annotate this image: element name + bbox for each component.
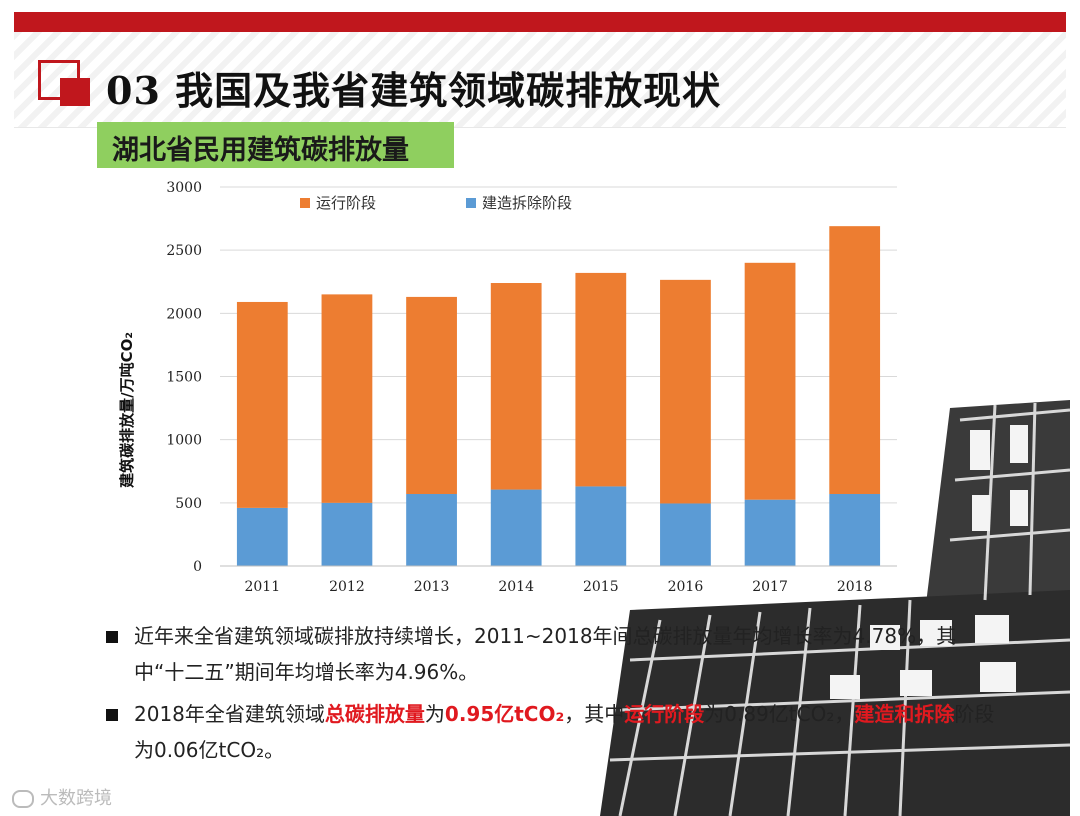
bar-construction-2017 xyxy=(744,499,796,566)
y-tick-label: 0 xyxy=(193,559,202,575)
bar-operation-2018 xyxy=(829,226,881,494)
x-tick-label: 2013 xyxy=(414,579,450,595)
emphasis-text: 0.95亿tCO₂ xyxy=(444,702,565,726)
x-tick-label: 2012 xyxy=(329,579,365,595)
logo-square-fill-icon xyxy=(60,78,90,106)
bar-construction-2015 xyxy=(575,486,627,566)
body-text: 为 xyxy=(424,702,445,726)
bullet-list: 近年来全省建筑领域碳排放持续增长，2011~2018年间总碳排放量年均增长率为4… xyxy=(100,618,1000,768)
emissions-stacked-bar-chart: 0 500 1000 1500 2000 2500 3000 2011 2012 2013 2014… xyxy=(118,180,897,595)
bar-construction-2012 xyxy=(321,502,373,566)
axes: 0 500 1000 1500 2000 2500 3000 2011 2012 2013 2014… xyxy=(166,180,897,595)
top-red-bar xyxy=(14,12,1066,32)
bar-operation-2013 xyxy=(406,296,457,494)
y-tick-label: 3000 xyxy=(166,180,202,196)
building-photo-decoration xyxy=(600,400,1070,816)
emphasis-text: 运行阶段 xyxy=(624,702,705,726)
square-bullet-icon xyxy=(106,709,118,721)
body-text: ，其中 xyxy=(564,702,625,726)
body-text: 阶段为0.06亿tCO₂。 xyxy=(134,702,995,762)
body-text: 近年来全省建筑领域碳排放持续增长，2011~2018年间总碳排放量年均增长率为4… xyxy=(134,624,957,684)
x-tick-label: 2018 xyxy=(837,579,873,595)
bullet-1: 近年来全省建筑领域碳排放持续增长，2011~2018年间总碳排放量年均增长率为4… xyxy=(100,618,1000,690)
emphasis-text: 总碳排放量 xyxy=(324,702,425,726)
bullet-2-text: 2018年全省建筑领域总碳排放量为0.95亿tCO₂，其中运行阶段为0.89亿t… xyxy=(134,702,994,762)
y-tick-label: 500 xyxy=(175,496,202,512)
bar-operation-2012 xyxy=(321,294,373,503)
y-axis-label: 建筑碳排放量/万吨CO₂ xyxy=(118,332,136,488)
bar-construction-2016 xyxy=(660,503,711,566)
legend-swatch xyxy=(466,198,476,208)
watermark: 大数跨境 xyxy=(12,784,112,810)
bullet-2: 2018年全省建筑领域总碳排放量为0.95亿tCO₂，其中运行阶段为0.89亿t… xyxy=(100,696,1000,768)
bar-construction-2011 xyxy=(236,507,288,566)
watermark-text: 大数跨境 xyxy=(40,788,112,809)
bar-construction-2018 xyxy=(829,493,881,566)
header-divider xyxy=(14,127,1066,128)
legend-label: 运行阶段 xyxy=(316,194,376,212)
bars xyxy=(236,226,881,566)
x-tick-label: 2017 xyxy=(752,579,788,595)
legend: 运行阶段 建造拆除阶段 xyxy=(300,194,572,212)
bar-operation-2014 xyxy=(490,283,542,490)
bar-operation-2016 xyxy=(660,279,711,504)
x-tick-label: 2015 xyxy=(583,579,619,595)
legend-swatch xyxy=(300,198,310,208)
header-hatch-pattern xyxy=(14,32,1066,127)
y-tick-label: 2000 xyxy=(166,306,202,322)
legend-label: 建造拆除阶段 xyxy=(482,194,572,212)
bar-operation-2015 xyxy=(575,272,627,487)
watermark-logo-icon xyxy=(12,790,34,808)
subtitle-box xyxy=(97,122,454,168)
y-tick-label: 1500 xyxy=(166,370,202,386)
bar-operation-2017 xyxy=(744,262,796,500)
bar-construction-2014 xyxy=(490,489,542,566)
x-tick-label: 2014 xyxy=(498,579,534,595)
bullet-1-text: 近年来全省建筑领域碳排放持续增长，2011~2018年间总碳排放量年均增长率为4… xyxy=(134,624,956,684)
x-tick-label: 2011 xyxy=(244,579,280,595)
y-tick-label: 1000 xyxy=(166,433,202,449)
slide-title: 03 我国及我省建筑领域碳排放现状 xyxy=(106,68,722,113)
x-tick-label: 2016 xyxy=(668,579,704,595)
y-tick-label: 2500 xyxy=(166,243,202,259)
body-text: 为0.89亿tCO₂， xyxy=(704,702,855,726)
bar-operation-2011 xyxy=(236,301,288,508)
body-text: 2018年全省建筑领域 xyxy=(134,702,325,726)
chart-subtitle: 湖北省民用建筑碳排放量 xyxy=(112,135,409,166)
square-bullet-icon xyxy=(106,631,118,643)
emphasis-text: 建造和拆除 xyxy=(854,702,955,726)
bar-construction-2013 xyxy=(406,493,457,566)
